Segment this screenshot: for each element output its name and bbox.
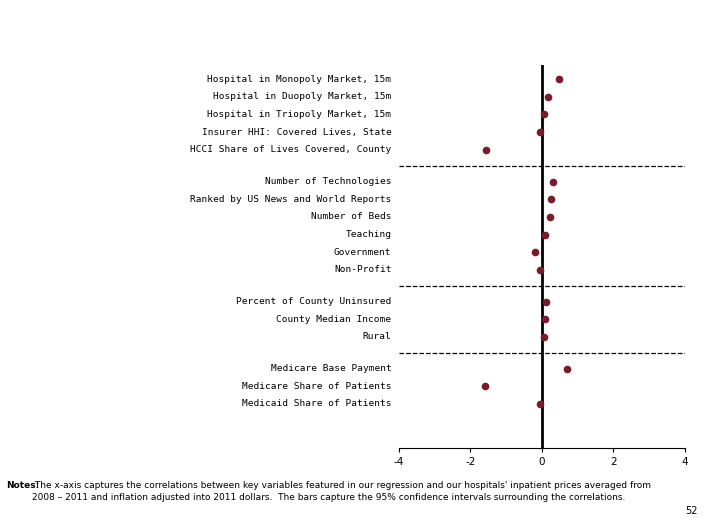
- Text: Government: Government: [334, 248, 391, 257]
- Text: Bivariate Correlations: Price and Local and Hospital
Characteristics: Bivariate Correlations: Price and Local …: [8, 12, 436, 47]
- Text: Hospital in Monopoly Market, 15m: Hospital in Monopoly Market, 15m: [208, 75, 391, 84]
- Text: Rural: Rural: [363, 332, 391, 341]
- Text: Number of Beds: Number of Beds: [311, 212, 391, 221]
- Text: Number of Technologies: Number of Technologies: [265, 177, 391, 186]
- Text: Notes:: Notes:: [6, 481, 39, 490]
- Text: Ranked by US News and World Reports: Ranked by US News and World Reports: [190, 195, 391, 204]
- Text: 52: 52: [685, 506, 698, 516]
- Text: HCCI Share of Lives Covered, County: HCCI Share of Lives Covered, County: [190, 145, 391, 154]
- Text: Insurer HHI: Covered Lives, State: Insurer HHI: Covered Lives, State: [202, 127, 391, 136]
- Text: Medicaid Share of Patients: Medicaid Share of Patients: [242, 399, 391, 408]
- Text: Hospital in Duopoly Market, 15m: Hospital in Duopoly Market, 15m: [213, 93, 391, 102]
- Text: Non-Profit: Non-Profit: [334, 266, 391, 275]
- Text: The x-axis captures the correlations between key variables featured in our regre: The x-axis captures the correlations bet…: [32, 481, 652, 502]
- Text: Percent of County Uninsured: Percent of County Uninsured: [237, 297, 391, 306]
- Text: Hospital in Triopoly Market, 15m: Hospital in Triopoly Market, 15m: [208, 110, 391, 119]
- Text: Teaching: Teaching: [345, 230, 391, 239]
- Text: County Median Income: County Median Income: [277, 315, 391, 324]
- Text: Medicare Base Payment: Medicare Base Payment: [270, 364, 391, 373]
- Text: Medicare Share of Patients: Medicare Share of Patients: [242, 382, 391, 391]
